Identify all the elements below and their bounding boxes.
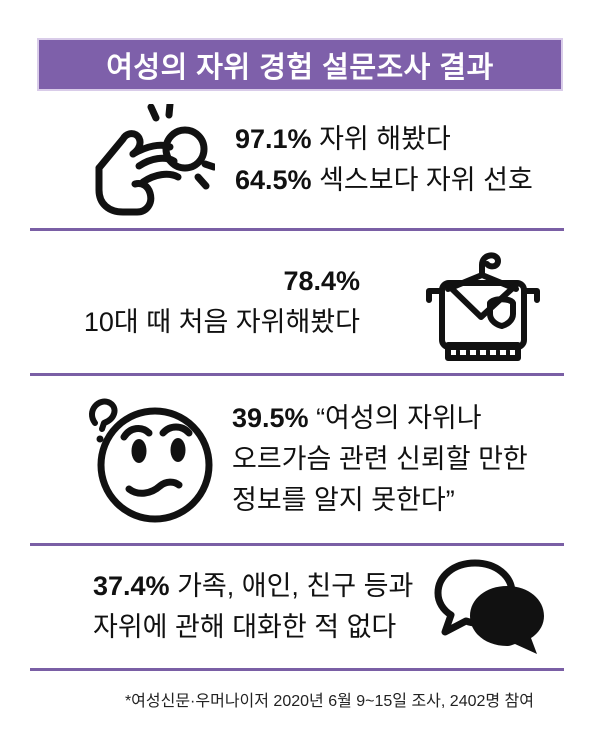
snap-hand-icon bbox=[93, 103, 215, 216]
stat-line: 자위에 관해 대화한 적 없다 bbox=[93, 607, 413, 648]
purple-divider bbox=[30, 373, 564, 376]
stat-text-block: 39.5% “여성의 자위나 오르가슴 관련 신뢰할 만한 정보를 알지 못한다… bbox=[232, 398, 528, 521]
stat-line: 78.4% bbox=[84, 261, 360, 302]
stat-text-block: 78.4% 10대 때 처음 자위해봤다 bbox=[84, 261, 360, 343]
section-lack-of-reliable-info: 39.5% “여성의 자위나 오르가슴 관련 신뢰할 만한 정보를 알지 못한다… bbox=[0, 376, 600, 543]
stat-value: 97.1% bbox=[235, 123, 312, 154]
stat-line: 97.1% 자위 해봤다 bbox=[235, 119, 533, 160]
purple-divider bbox=[30, 668, 564, 671]
section-never-talked-about-it: 37.4% 가족, 애인, 친구 등과 자위에 관해 대화한 적 없다 bbox=[0, 546, 600, 668]
confused-face-icon bbox=[83, 392, 218, 527]
stat-label: 10대 때 처음 자위해봤다 bbox=[83, 307, 360, 337]
stat-label: 섹스보다 자위 선호 bbox=[311, 164, 533, 195]
stat-text-block: 97.1% 자위 해봤다 64.5% 섹스보다 자위 선호 bbox=[235, 119, 533, 201]
speech-bubbles-icon bbox=[430, 558, 552, 656]
stat-label: 자위에 관해 대화한 적 없다 bbox=[93, 612, 397, 642]
stat-text-block: 37.4% 가족, 애인, 친구 등과 자위에 관해 대화한 적 없다 bbox=[93, 566, 413, 648]
stat-label: “여성의 자위나 bbox=[308, 403, 482, 433]
stat-label: 오르가슴 관련 신뢰할 만한 bbox=[232, 444, 528, 474]
purple-divider bbox=[30, 543, 564, 546]
page-title: 여성의 자위 경험 설문조사 결과 bbox=[106, 51, 494, 84]
stat-line: 10대 때 처음 자위해봤다 bbox=[84, 302, 360, 343]
stat-value: 64.5% bbox=[235, 164, 312, 195]
stat-value: 78.4% bbox=[283, 266, 360, 296]
stat-label: 자위 해봤다 bbox=[311, 123, 451, 154]
footer-note: *여성신문·우머나이저 2020년 6월 9~15일 조사, 2402명 참여 bbox=[124, 693, 534, 710]
stat-line: 37.4% 가족, 애인, 친구 등과 bbox=[93, 566, 413, 607]
section-masturbation-experience: 97.1% 자위 해봤다 64.5% 섹스보다 자위 선호 bbox=[0, 91, 600, 228]
stat-line: 64.5% 섹스보다 자위 선호 bbox=[235, 160, 533, 201]
header-banner: 여성의 자위 경험 설문조사 결과 bbox=[37, 38, 563, 91]
stat-line: 오르가슴 관련 신뢰할 만한 bbox=[232, 439, 528, 480]
section-first-time-in-teens: 78.4% 10대 때 처음 자위해봤다 bbox=[0, 231, 600, 373]
stat-label: 정보를 알지 못한다” bbox=[232, 485, 455, 515]
purple-divider bbox=[30, 228, 564, 231]
hoodie-hanger-icon bbox=[418, 241, 548, 363]
stat-line: 정보를 알지 못한다” bbox=[232, 480, 528, 521]
stat-label: 가족, 애인, 친구 등과 bbox=[169, 571, 414, 601]
stat-line: 39.5% “여성의 자위나 bbox=[232, 398, 528, 439]
stat-value: 37.4% bbox=[93, 571, 170, 601]
stat-value: 39.5% bbox=[232, 403, 309, 433]
